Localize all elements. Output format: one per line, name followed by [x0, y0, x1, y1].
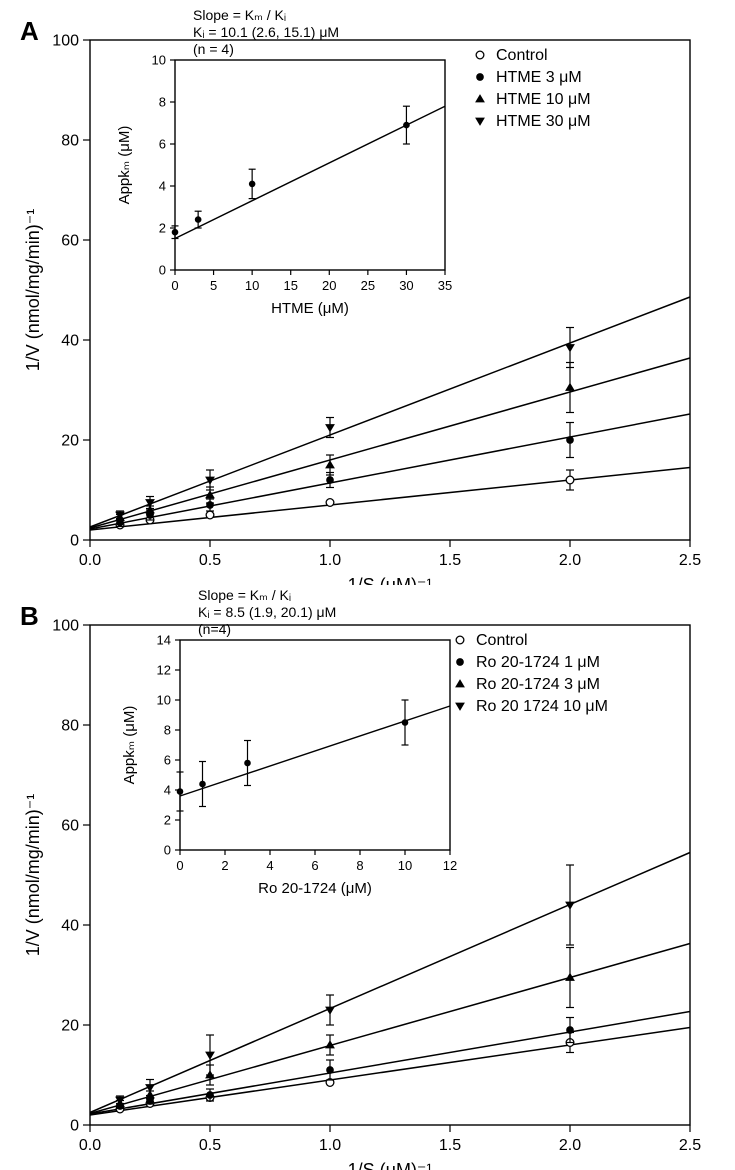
svg-text:Ro 20-1724 1 μM: Ro 20-1724 1 μM	[476, 654, 600, 671]
svg-text:35: 35	[438, 278, 452, 293]
panel-svg: A0.00.51.01.52.02.50204060801001/S (μM)⁻…	[0, 0, 735, 585]
svg-text:1/V (nmol/mg/min)⁻¹: 1/V (nmol/mg/min)⁻¹	[23, 209, 43, 372]
svg-text:1.5: 1.5	[439, 1137, 461, 1154]
svg-text:2: 2	[221, 858, 228, 873]
svg-text:0.5: 0.5	[199, 552, 221, 569]
svg-text:Slope = Kₘ / Kᵢ: Slope = Kₘ / Kᵢ	[198, 587, 291, 603]
svg-text:8: 8	[164, 723, 171, 738]
svg-text:1/S (μM)⁻¹: 1/S (μM)⁻¹	[348, 575, 433, 585]
svg-text:14: 14	[157, 633, 171, 648]
svg-text:Ro 20 1724 10 μM: Ro 20 1724 10 μM	[476, 698, 608, 715]
svg-text:1/V (nmol/mg/min)⁻¹: 1/V (nmol/mg/min)⁻¹	[23, 794, 43, 957]
svg-text:10: 10	[152, 53, 166, 68]
svg-text:1.0: 1.0	[319, 1137, 341, 1154]
svg-text:1.5: 1.5	[439, 552, 461, 569]
svg-text:0: 0	[70, 1118, 79, 1135]
svg-text:(n=4): (n=4)	[198, 621, 231, 637]
svg-text:10: 10	[245, 278, 259, 293]
svg-text:12: 12	[157, 663, 171, 678]
svg-text:20: 20	[322, 278, 336, 293]
figure-container: A0.00.51.01.52.02.50204060801001/S (μM)⁻…	[0, 0, 735, 1170]
svg-text:8: 8	[159, 95, 166, 110]
svg-text:Kᵢ = 10.1 (2.6, 15.1) μM: Kᵢ = 10.1 (2.6, 15.1) μM	[193, 24, 339, 40]
svg-text:5: 5	[210, 278, 217, 293]
svg-text:Ro 20-1724 (μM): Ro 20-1724 (μM)	[258, 880, 372, 897]
svg-text:6: 6	[159, 137, 166, 152]
svg-text:10: 10	[398, 858, 412, 873]
svg-text:Slope = Kₘ / Kᵢ: Slope = Kₘ / Kᵢ	[193, 7, 286, 23]
panel-svg: B0.00.51.01.52.02.50204060801001/S (μM)⁻…	[0, 585, 735, 1170]
svg-text:0: 0	[159, 263, 166, 278]
svg-text:20: 20	[61, 1018, 79, 1035]
svg-text:10: 10	[157, 693, 171, 708]
svg-text:2.0: 2.0	[559, 1137, 581, 1154]
svg-text:60: 60	[61, 818, 79, 835]
svg-text:0: 0	[70, 533, 79, 550]
svg-text:B: B	[20, 601, 39, 631]
svg-text:2.5: 2.5	[679, 1137, 701, 1154]
svg-text:60: 60	[61, 233, 79, 250]
svg-text:(n = 4): (n = 4)	[193, 41, 234, 57]
svg-text:Kᵢ = 8.5 (1.9, 20.1) μM: Kᵢ = 8.5 (1.9, 20.1) μM	[198, 604, 336, 620]
svg-text:15: 15	[283, 278, 297, 293]
svg-text:1/S (μM)⁻¹: 1/S (μM)⁻¹	[348, 1160, 433, 1170]
svg-text:25: 25	[361, 278, 375, 293]
svg-text:0: 0	[171, 278, 178, 293]
svg-text:Appkₘ (μM): Appkₘ (μM)	[116, 126, 133, 205]
svg-text:HTME 3 μM: HTME 3 μM	[496, 69, 582, 86]
svg-text:4: 4	[164, 783, 171, 798]
svg-text:2.0: 2.0	[559, 552, 581, 569]
svg-text:6: 6	[311, 858, 318, 873]
svg-text:Control: Control	[476, 632, 528, 649]
svg-text:30: 30	[399, 278, 413, 293]
svg-text:0.0: 0.0	[79, 1137, 101, 1154]
svg-text:80: 80	[61, 718, 79, 735]
svg-text:1.0: 1.0	[319, 552, 341, 569]
svg-text:0: 0	[164, 843, 171, 858]
svg-text:20: 20	[61, 433, 79, 450]
svg-text:Ro 20-1724 3 μM: Ro 20-1724 3 μM	[476, 676, 600, 693]
svg-text:HTME (μM): HTME (μM)	[271, 300, 349, 317]
svg-text:40: 40	[61, 333, 79, 350]
svg-text:0.0: 0.0	[79, 552, 101, 569]
svg-text:100: 100	[52, 618, 79, 635]
svg-text:80: 80	[61, 133, 79, 150]
panel: A0.00.51.01.52.02.50204060801001/S (μM)⁻…	[0, 0, 735, 585]
svg-text:Appkₘ (μM): Appkₘ (μM)	[121, 706, 138, 785]
svg-text:2: 2	[164, 813, 171, 828]
svg-text:A: A	[20, 16, 39, 46]
svg-text:4: 4	[266, 858, 273, 873]
svg-text:8: 8	[356, 858, 363, 873]
svg-text:Control: Control	[496, 47, 548, 64]
svg-text:HTME 10 μM: HTME 10 μM	[496, 91, 591, 108]
svg-text:0: 0	[176, 858, 183, 873]
svg-text:100: 100	[52, 33, 79, 50]
svg-text:6: 6	[164, 753, 171, 768]
svg-text:0.5: 0.5	[199, 1137, 221, 1154]
svg-text:2: 2	[159, 221, 166, 236]
svg-text:HTME 30 μM: HTME 30 μM	[496, 113, 591, 130]
svg-text:2.5: 2.5	[679, 552, 701, 569]
svg-text:40: 40	[61, 918, 79, 935]
svg-text:12: 12	[443, 858, 457, 873]
svg-text:4: 4	[159, 179, 166, 194]
panel: B0.00.51.01.52.02.50204060801001/S (μM)⁻…	[0, 585, 735, 1170]
